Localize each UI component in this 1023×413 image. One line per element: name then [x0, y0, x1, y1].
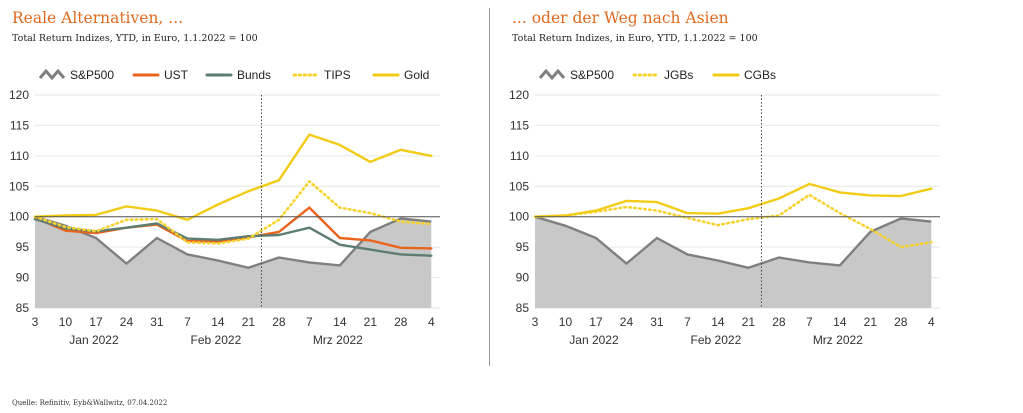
chart-right: 85 90 95 100 105 110 115 120 3 10 17 24 31 7 14 21 28 7 14… — [509, 68, 940, 347]
x-month-label: Jan 2022 — [569, 333, 619, 347]
series-line-sp500 — [534, 215, 932, 269]
legend-label-bunds: Bunds — [237, 68, 271, 82]
x-tick-label: 21 — [864, 315, 878, 329]
x-tick-label: 14 — [333, 315, 347, 329]
x-tick-label: 28 — [772, 315, 786, 329]
x-tick-label: 28 — [272, 315, 286, 329]
y-tick-label: 110 — [10, 149, 29, 163]
x-tick-label: 10 — [559, 315, 573, 329]
x-month-label: Feb 2022 — [191, 333, 242, 347]
y-tick-label: 100 — [9, 210, 29, 224]
x-tick-label: 17 — [589, 315, 603, 329]
x-tick-label: 14 — [711, 315, 725, 329]
x-tick-label: 31 — [150, 315, 164, 329]
chart-title-left: Reale Alternativen, ... — [12, 9, 184, 27]
legend-label-tips: TIPS — [324, 68, 351, 82]
chart-panel-right: ... oder der Weg nach Asien Total Return… — [500, 0, 990, 370]
x-tick-label: 14 — [833, 315, 847, 329]
y-tick-label: 120 — [509, 88, 529, 102]
series-line-jgbs — [533, 193, 933, 249]
x-tick-label: 3 — [32, 315, 39, 329]
x-tick-label: 7 — [184, 315, 191, 329]
series-line-gold — [33, 133, 433, 221]
series-line-cgbs — [533, 182, 933, 218]
x-month-label: Mrz 2022 — [313, 333, 363, 347]
chart-subtitle-right: Total Return Indizes, in Euro, YTD, 1.1.… — [512, 33, 758, 44]
legend-label-sp500: S&P500 — [70, 68, 114, 82]
y-tick-label: 100 — [509, 210, 529, 224]
legend-label-cgbs: CGBs — [744, 68, 776, 82]
y-tick-label: 115 — [10, 118, 29, 132]
x-tick-label: 28 — [894, 315, 908, 329]
chart-panel-left: Reale Alternativen, ... Total Return Ind… — [0, 0, 490, 370]
y-tick-label: 115 — [510, 118, 529, 132]
series-line-sp500 — [34, 215, 432, 269]
x-tick-label: 28 — [394, 315, 408, 329]
x-tick-label: 24 — [120, 315, 134, 329]
y-tick-label: 105 — [9, 179, 29, 193]
y-tick-label: 120 — [9, 88, 29, 102]
x-tick-label: 10 — [59, 315, 73, 329]
x-tick-label: 3 — [532, 315, 539, 329]
y-tick-label: 85 — [16, 301, 30, 315]
series-area-sp500 — [35, 216, 432, 308]
x-tick-label: 21 — [742, 315, 756, 329]
x-tick-label: 7 — [684, 315, 691, 329]
x-month-label: Mrz 2022 — [813, 333, 863, 347]
x-tick-label: 7 — [306, 315, 313, 329]
series-line-bunds — [33, 217, 433, 257]
x-tick-label: 14 — [211, 315, 225, 329]
legend-swatch-sp500 — [38, 68, 66, 81]
y-tick-label: 105 — [509, 179, 529, 193]
chart-left: 85 90 95 100 105 110 115 120 3 10 17 24 31 7 14 21 28 7 14… — [9, 68, 440, 347]
x-tick-label: 21 — [242, 315, 256, 329]
y-tick-label: 85 — [516, 301, 530, 315]
series-line-ust — [33, 206, 433, 250]
chart-title-right: ... oder der Weg nach Asien — [512, 9, 729, 27]
x-tick-label: 7 — [806, 315, 813, 329]
y-tick-label: 110 — [510, 149, 529, 163]
x-tick-label: 17 — [89, 315, 103, 329]
chart-subtitle-left: Total Return Indizes, YTD, in Euro, 1.1.… — [12, 33, 258, 44]
x-tick-label: 31 — [650, 315, 664, 329]
y-tick-label: 90 — [516, 271, 530, 285]
legend-swatch-sp500 — [538, 68, 566, 81]
y-tick-label: 95 — [516, 240, 530, 254]
x-tick-label: 4 — [428, 315, 435, 329]
source-note: Quelle: Refinitiv, Eyb&Wallwitz, 07.04.2… — [12, 399, 168, 407]
series-line-tips — [33, 180, 433, 245]
y-tick-label: 95 — [16, 240, 30, 254]
legend-label-jgbs: JGBs — [664, 68, 693, 82]
legend-label-ust: UST — [164, 68, 189, 82]
x-month-label: Feb 2022 — [691, 333, 742, 347]
series-area-sp500 — [535, 216, 932, 308]
x-tick-label: 21 — [364, 315, 378, 329]
x-tick-label: 4 — [928, 315, 935, 329]
x-tick-label: 24 — [620, 315, 634, 329]
x-month-label: Jan 2022 — [69, 333, 119, 347]
panel-divider — [489, 8, 490, 366]
y-tick-label: 90 — [16, 271, 30, 285]
legend-label-sp500: S&P500 — [570, 68, 614, 82]
legend-label-gold: Gold — [404, 68, 429, 82]
